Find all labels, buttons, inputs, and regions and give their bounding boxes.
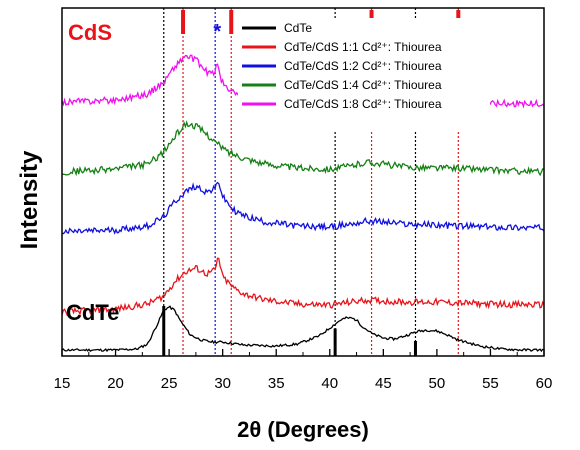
x-tick-label-6: 45 <box>375 375 392 392</box>
x-tick-label-1: 20 <box>107 375 124 392</box>
series-line-2 <box>61 181 545 235</box>
series-line-0 <box>61 305 545 353</box>
cds-reference-bar-1 <box>229 10 234 34</box>
x-tick-label-5: 40 <box>321 375 338 392</box>
cdte-reference-bar-2 <box>413 341 417 356</box>
legend-label-3: CdTe/CdS 1:4 Cd²⁺: Thiourea <box>284 78 442 92</box>
legend-background <box>238 18 490 130</box>
cds-label: CdS <box>68 20 112 45</box>
series-line-3 <box>61 120 545 177</box>
x-tick-label-0: 15 <box>54 375 71 392</box>
x-tick-label-3: 30 <box>214 375 231 392</box>
legend-label-1: CdTe/CdS 1:1 Cd²⁺: Thiourea <box>284 40 442 54</box>
legend: CdTe CdTe/CdS 1:1 Cd²⁺: Thiourea CdTe/CdS … <box>238 18 490 130</box>
x-tick-label-9: 60 <box>536 375 553 392</box>
y-axis-title: Intensity <box>16 150 43 249</box>
cdte-reference-bar-1 <box>333 328 337 356</box>
cdte-label: CdTe <box>66 300 119 325</box>
legend-label-4: CdTe/CdS 1:8 Cd²⁺: Thiourea <box>284 97 442 111</box>
x-axis: 15 20 25 30 35 40 45 50 55 60 <box>54 349 553 392</box>
x-tick-label-2: 25 <box>161 375 178 392</box>
x-tick-label-4: 35 <box>268 375 285 392</box>
legend-label-2: CdTe/CdS 1:2 Cd²⁺: Thiourea <box>284 59 442 73</box>
x-tick-label-8: 55 <box>482 375 499 392</box>
cds-reference-bar-0 <box>181 10 186 34</box>
x-tick-label-7: 50 <box>429 375 446 392</box>
star-annotation: * <box>213 21 221 43</box>
legend-label-0: CdTe <box>284 21 312 35</box>
x-axis-title: 2θ (Degrees) <box>237 417 369 442</box>
cdte-reference-bar-0 <box>162 306 166 356</box>
series-line-1 <box>61 257 545 317</box>
